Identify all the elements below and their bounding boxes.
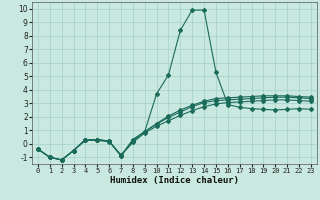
X-axis label: Humidex (Indice chaleur): Humidex (Indice chaleur) <box>110 176 239 185</box>
